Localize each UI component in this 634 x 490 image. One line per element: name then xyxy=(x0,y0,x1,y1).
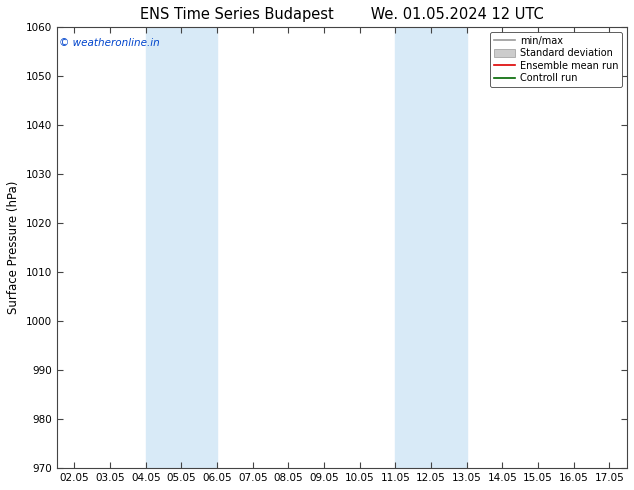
Text: © weatheronline.in: © weatheronline.in xyxy=(60,38,160,49)
Y-axis label: Surface Pressure (hPa): Surface Pressure (hPa) xyxy=(7,181,20,315)
Title: ENS Time Series Budapest        We. 01.05.2024 12 UTC: ENS Time Series Budapest We. 01.05.2024 … xyxy=(140,7,544,22)
Bar xyxy=(146,27,217,468)
Legend: min/max, Standard deviation, Ensemble mean run, Controll run: min/max, Standard deviation, Ensemble me… xyxy=(489,32,622,87)
Bar xyxy=(396,27,467,468)
